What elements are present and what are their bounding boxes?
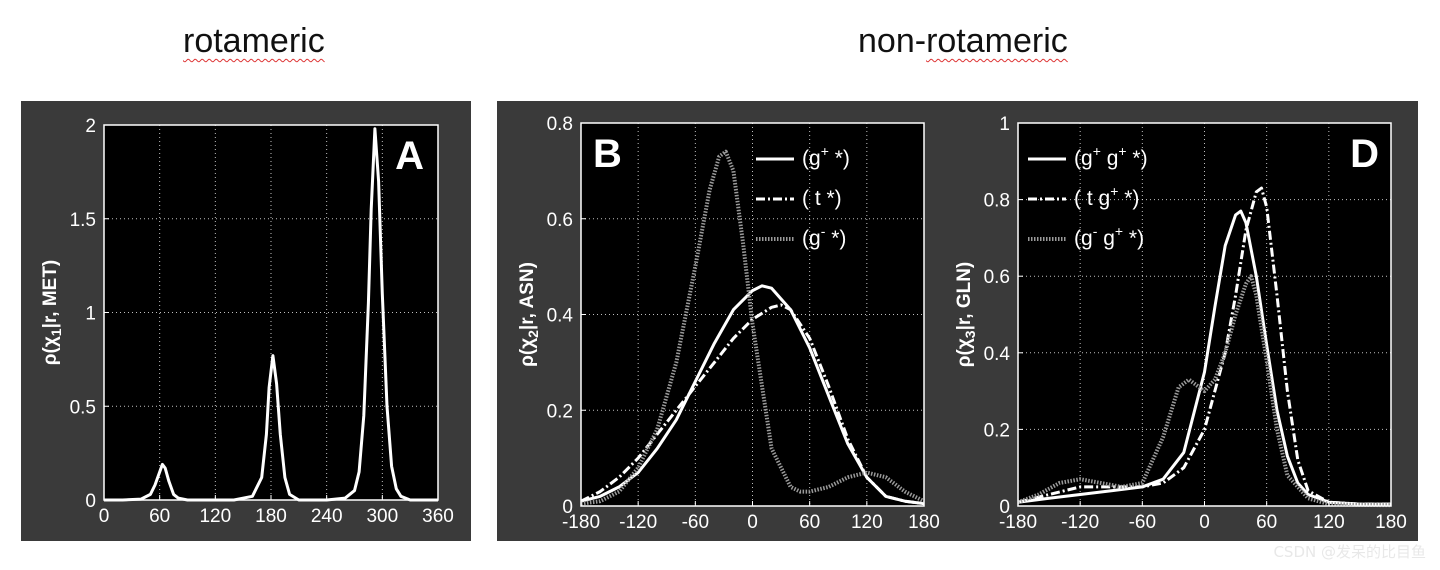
series-line-a-0 [104,127,438,502]
x-tick-label: -120 [1061,512,1099,533]
y-axis-label-part: ρ(χ [954,338,975,367]
heading-rotameric: rotameric [183,22,325,60]
panel-label: B [593,132,622,176]
x-tick-label: -120 [619,512,657,533]
chart-bd: -180 -120 -60 0 60 120 18000.20.40.60.8ρ(χ2|r,… [517,114,1407,533]
x-tick-label: 60 [1256,512,1277,533]
x-tick-label: 0 [747,512,758,533]
x-tick-label: 240 [311,506,343,527]
y-tick-label: 0.2 [984,420,1010,441]
x-tick-label: 180 [908,512,940,533]
legend-label: (g+ *) [802,143,850,170]
x-tick-label: 60 [149,506,170,527]
x-tick-label: -180 [562,512,600,533]
y-tick-label: 0.5 [70,397,96,418]
chart-d-group: -180 -120 -60 0 60 120 180 0 0.2 0.4 0.6 0.8 1 ρ(χ3|r… [954,114,1407,533]
y-tick-label: 0.6 [984,267,1010,288]
y-tick-label: 0.8 [984,191,1010,212]
y-axis-label-sub: 3 [962,330,978,338]
series-line-d-0 [1017,209,1391,506]
series-line-b-0 [580,284,925,506]
x-tick-label: 180 [1375,512,1407,533]
y-axis-label-sub: 2 [525,330,541,338]
legend-text: ( t g [1074,187,1110,210]
legend-text: *) [1127,147,1148,170]
series-line-b-2 [580,149,925,506]
legend-sup: - [821,223,826,239]
legend-sup: + [821,143,829,159]
legend-sup: + [1115,223,1123,239]
legend-sup: + [1110,183,1118,199]
x-tick-label: 0 [99,506,110,527]
x-tick-label: 60 [799,512,820,533]
legend-sup: - [1093,223,1098,239]
y-axis-label-sub: 1 [48,328,64,336]
y-axis-label-part: |r, ASN) [517,262,538,330]
legend-text: *) [1123,227,1144,250]
y-tick-label: 0.2 [547,401,573,422]
legend-text: *) [829,147,850,170]
legend-label: ( t g+ *) [1074,183,1139,210]
watermark: CSDN @发呆的比目鱼 [1273,543,1426,561]
legend-text: *) [1118,187,1139,210]
x-tick-label: 360 [422,506,454,527]
y-axis-label: ρ(χ1|r, MET) [40,260,64,365]
x-tick-label: -180 [999,512,1037,533]
y-tick-label: 0.4 [547,306,574,327]
series-line-d-2 [1017,274,1392,508]
y-axis-label-part: ρ(χ [517,338,538,367]
legend-label: (g- *) [802,223,846,250]
y-tick-label: 0.4 [984,344,1011,365]
x-tick-label: 120 [1313,512,1345,533]
x-tick-label: -60 [1129,512,1156,533]
y-tick-label: 0.6 [547,210,573,231]
y-tick-label: 0.8 [547,114,573,135]
legend-label: ( t *) [802,187,842,210]
plot-area [1018,123,1391,506]
panel-label: A [395,134,424,178]
chart-b-group: -180 -120 -60 0 60 120 180 0 0.2 0.4 0.6 0.8 ρ(χ2|r,… [517,114,940,533]
heading-non-suffix: rotameric [926,22,1068,60]
legend-sup: + [1118,143,1126,159]
legend-text: g [1097,227,1115,250]
heading-non-rotameric: non-rotameric [858,22,1068,61]
y-tick-label: 1 [85,304,96,325]
x-tick-label: 300 [366,506,398,527]
y-tick-label: 1 [999,114,1010,135]
panel-label: D [1350,132,1379,176]
y-axis-label-part: |r, GLN) [954,262,975,331]
y-tick-label: 0 [562,497,573,518]
legend-label: (g+ g+ *) [1074,143,1148,170]
legend-text: g [1101,147,1119,170]
legend-sup: + [1093,143,1101,159]
figure-panel-a: 0 60 120 180 240 300 360 0 0.5 1 1.5 2 ρ(χ1|r, MET) A [21,101,471,541]
y-axis-label-part: |r, MET) [40,260,61,329]
y-axis-label: ρ(χ2|r, ASN) [517,262,541,367]
y-axis-label-part: ρ(χ [40,336,61,365]
figure-panel-bd: -180 -120 -60 0 60 120 180 0 0.2 0.4 0.6 0.8 ρ(χ2|r,… [497,101,1418,541]
y-tick-label: 0 [999,497,1010,518]
legend-text: (g [1074,147,1093,170]
legend-text: *) [825,227,846,250]
x-tick-label: 120 [851,512,883,533]
legend-text: (g [802,147,821,170]
legend-text: (g [802,227,821,250]
y-tick-label: 0 [85,491,96,512]
y-tick-label: 1.5 [70,210,96,231]
x-tick-label: 180 [255,506,287,527]
x-tick-label: 0 [1199,512,1210,533]
y-tick-label: 2 [85,116,96,137]
series-line-b-1 [580,303,925,506]
heading-non-prefix: non- [858,22,927,60]
legend-text: ( t *) [802,187,842,210]
heading-non-rotameric-text: non-rotameric [858,22,1068,60]
legend-label: (g- g+ *) [1074,223,1144,250]
legend-text: (g [1074,227,1093,250]
x-tick-label: -60 [682,512,709,533]
x-tick-label: 120 [199,506,231,527]
y-axis-label: ρ(χ3|r, GLN) [954,262,978,367]
